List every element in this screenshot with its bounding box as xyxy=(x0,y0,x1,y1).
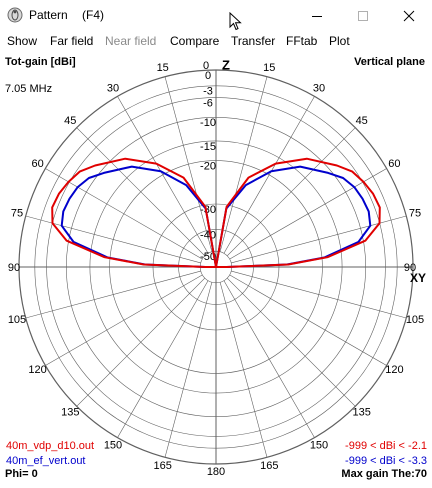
angle-label-195: 165 xyxy=(154,460,172,472)
grid-spoke xyxy=(45,168,203,260)
ring-label: -10 xyxy=(200,117,216,129)
grid-spoke xyxy=(76,127,206,257)
angle-label-105: 105 xyxy=(406,314,424,326)
window-title-shortcut: (F4) xyxy=(82,8,104,22)
menu-show[interactable]: Show xyxy=(7,34,38,48)
ring-label: -6 xyxy=(203,97,213,109)
title-bar[interactable]: Pattern (F4) xyxy=(0,0,432,31)
grid-spoke xyxy=(219,282,268,458)
angle-label-150: 150 xyxy=(310,439,328,451)
range1-label: -999 < dBi < -2.1 xyxy=(345,440,427,452)
polar-chart: 0-3-6-10-15-20-30-40-5015304560759010512… xyxy=(8,57,426,478)
grid-spoke xyxy=(45,274,203,366)
grid-spoke xyxy=(231,215,407,264)
angle-label-210: 150 xyxy=(104,439,122,451)
grid-spoke xyxy=(25,215,201,264)
angle-label-225: 135 xyxy=(61,407,79,419)
grid-spoke xyxy=(223,280,315,438)
grid-spoke xyxy=(219,76,268,252)
ring-label: -20 xyxy=(200,161,216,173)
frequency-label: 7.05 MHz xyxy=(5,83,53,95)
maximize-button[interactable] xyxy=(340,0,386,31)
menu-far-field[interactable]: Far field xyxy=(50,34,94,48)
angle-label-270: 90 xyxy=(8,262,20,274)
grid-spoke xyxy=(226,277,356,407)
grid-spoke xyxy=(76,277,206,407)
angle-label-45: 45 xyxy=(356,115,368,127)
grid-spoke xyxy=(229,168,387,260)
menu-near-field: Near field xyxy=(105,34,157,48)
grid-spoke xyxy=(25,270,201,319)
angle-label-315: 45 xyxy=(64,115,76,127)
ring-label: -3 xyxy=(203,86,213,98)
grid-spoke xyxy=(164,76,213,252)
angle-label-285: 75 xyxy=(11,208,23,220)
grid-spoke xyxy=(229,274,387,366)
xy-axis-label: XY xyxy=(410,271,426,285)
angle-label-0: 0 xyxy=(203,60,209,72)
phi-label: Phi= 0 xyxy=(5,468,38,480)
angle-label-330: 30 xyxy=(107,83,119,95)
angle-label-240: 120 xyxy=(28,364,46,376)
maximize-icon xyxy=(358,10,368,21)
ring-label: -40 xyxy=(200,229,216,241)
menu-transfer[interactable]: Transfer xyxy=(231,34,276,48)
grid-spoke xyxy=(117,96,209,254)
mouse-pointer-icon xyxy=(229,12,242,31)
angle-label-345: 15 xyxy=(157,62,169,74)
minimize-icon xyxy=(312,15,322,17)
window-title: Pattern xyxy=(29,8,68,22)
angle-label-135: 135 xyxy=(353,407,371,419)
menu-fftab[interactable]: FFtab xyxy=(286,34,318,48)
angle-label-60: 60 xyxy=(388,158,400,170)
polar-plot-area: 0 -3 -6 -10 -15 -20 -30 -40 -50 15 30 45 60 75 90 105 12… xyxy=(0,51,432,483)
grid-spoke xyxy=(231,270,407,319)
angle-label-15: 15 xyxy=(263,62,275,74)
series-1-trace xyxy=(51,157,381,268)
grid-spoke xyxy=(117,280,209,438)
grid-spoke xyxy=(223,96,315,254)
grid-spoke xyxy=(164,282,213,458)
range2-label: -999 < dBi < -3.3 xyxy=(345,455,427,467)
angle-label-90: 90 xyxy=(404,262,416,274)
file2-label: 40m_ef_vert.out xyxy=(6,455,86,467)
menu-compare[interactable]: Compare xyxy=(170,34,220,48)
pattern-app-icon xyxy=(7,7,23,23)
menu-bar: Show Far field Near field Compare Transf… xyxy=(0,31,432,51)
menu-plot[interactable]: Plot xyxy=(329,34,350,48)
angle-label-300: 60 xyxy=(31,158,43,170)
angle-label-255: 105 xyxy=(8,314,26,326)
max-gain-label: Max gain The:70 xyxy=(341,468,427,480)
angle-label-75: 75 xyxy=(409,208,421,220)
grid-spoke xyxy=(226,127,356,257)
file1-label: 40m_vdp_d10.out xyxy=(6,440,95,452)
angle-label-120: 120 xyxy=(385,364,403,376)
minimize-button[interactable] xyxy=(294,0,340,31)
gain-unit-label: Tot-gain [dBi] xyxy=(5,56,76,68)
angle-label-30: 30 xyxy=(313,83,325,95)
plane-label: Vertical plane xyxy=(354,56,425,68)
close-button[interactable] xyxy=(386,0,432,31)
ring-label: -15 xyxy=(200,141,216,153)
ring-label: -50 xyxy=(200,251,216,263)
ring-label: 0 xyxy=(205,70,211,82)
angle-label-180: 180 xyxy=(207,466,225,478)
z-axis-label: Z xyxy=(222,57,230,72)
close-icon xyxy=(403,10,415,21)
angle-label-165: 165 xyxy=(260,460,278,472)
